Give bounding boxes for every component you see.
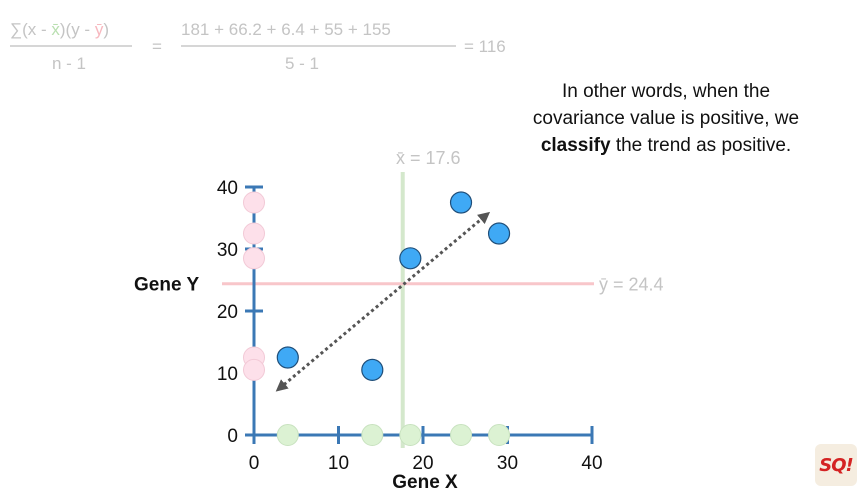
data-point xyxy=(399,247,422,270)
formula-numerator: ∑(x - x̄)(y - ȳ) xyxy=(10,20,109,40)
y-projection-point xyxy=(243,247,265,270)
numerator-part: ∑(x - xyxy=(10,20,52,39)
covariance-formula: ∑(x - x̄)(y - ȳ) n - 1 = 181 + 66.2 + 6.… xyxy=(0,0,560,80)
x-tick-label: 30 xyxy=(497,453,518,474)
x-projection-point xyxy=(361,424,384,446)
data-point xyxy=(361,358,384,381)
numerator-part: ) xyxy=(103,20,109,39)
y-tick-label: 30 xyxy=(217,240,238,261)
explanation-bold-word: classify xyxy=(540,135,611,156)
x-axis-title: Gene X xyxy=(392,472,458,493)
sum-expression: 181 + 66.2 + 6.4 + 55 + 155 xyxy=(181,20,391,39)
y-tick-label: 20 xyxy=(217,302,238,323)
y-projection-point xyxy=(243,191,265,214)
formula-result: = 116 xyxy=(464,37,506,56)
numerator-part: )(y - xyxy=(59,20,95,39)
y-projection-point xyxy=(243,358,265,381)
x-mean-label: x̄ = 17.6 xyxy=(396,148,461,168)
formula-denominator: n - 1 xyxy=(52,54,87,73)
x-tick-label: 20 xyxy=(412,453,433,474)
sum-fraction-bar xyxy=(181,45,456,47)
x-mean-symbol: x̄ xyxy=(51,20,60,39)
explanation-line: In other words, when the xyxy=(561,81,771,102)
y-mean-symbol: ȳ xyxy=(94,20,104,39)
formula-equals: = xyxy=(152,37,162,56)
explanation-line-rest: the trend as positive. xyxy=(610,135,792,156)
trend-arrow xyxy=(275,211,491,392)
x-tick-label: 40 xyxy=(581,453,602,474)
x-tick-label: 10 xyxy=(328,453,349,474)
formula-fraction-bar xyxy=(10,45,132,47)
y-tick-label: 10 xyxy=(217,364,238,385)
x-tick-label: 0 xyxy=(249,453,260,474)
y-axis-title: Gene Y xyxy=(134,275,199,296)
explanation-line: covariance value is positive, we xyxy=(532,108,800,129)
data-point xyxy=(487,222,511,245)
explanation-line: classify the trend as positive. xyxy=(486,132,846,159)
y-tick-label: 0 xyxy=(227,426,238,447)
y-mean-label: ȳ = 24.4 xyxy=(599,275,664,295)
data-point xyxy=(276,346,299,369)
x-projection-point xyxy=(450,424,473,446)
x-projection-point xyxy=(399,424,422,446)
x-projection-point xyxy=(488,424,511,446)
explanation-text: In other words, when the covariance valu… xyxy=(486,78,846,159)
y-tick-label: 40 xyxy=(217,178,238,199)
logo-icon: SQ! xyxy=(815,444,857,486)
y-projection-point xyxy=(243,222,265,245)
x-projection-point xyxy=(276,424,299,446)
data-point xyxy=(449,191,473,214)
sum-divisor: 5 - 1 xyxy=(285,54,320,73)
